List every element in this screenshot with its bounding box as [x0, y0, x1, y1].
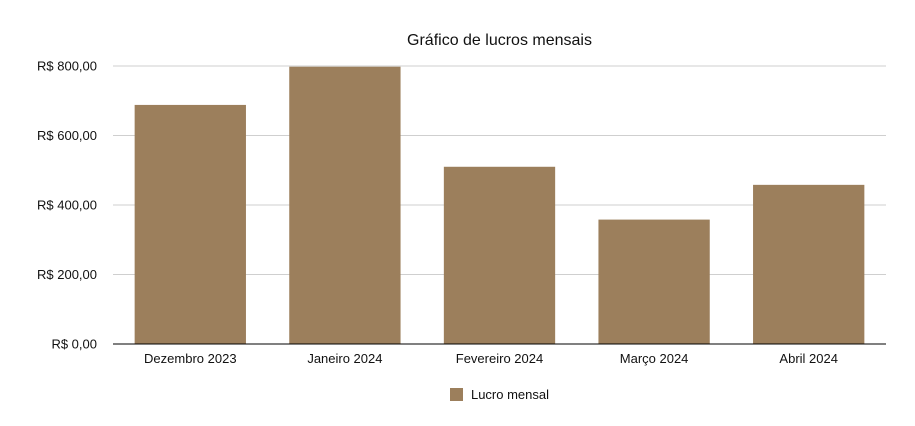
legend: Lucro mensal: [2, 387, 915, 402]
bar: [753, 184, 865, 344]
x-tick-label: Abril 2024: [779, 351, 838, 366]
y-tick-label: R$ 600,00: [37, 128, 97, 143]
legend-label: Lucro mensal: [470, 387, 550, 402]
bar: [443, 166, 556, 344]
bar: [289, 66, 401, 344]
bars: [134, 66, 865, 344]
bar: [134, 104, 246, 344]
chart-title: Gráfico de lucros mensais: [407, 32, 592, 49]
x-tick-label: Dezembro 2023: [144, 351, 237, 366]
legend-swatch: [449, 388, 463, 401]
x-tick-label: Fevereiro 2024: [456, 351, 543, 366]
x-axis-tick-labels: Dezembro 2023 Janeiro 2024 Fevereiro 2024 M…: [144, 351, 838, 366]
y-tick-label: R$ 0,00: [51, 337, 97, 352]
y-tick-label: R$ 200,00: [37, 267, 97, 282]
x-tick-label: Janeiro 2024: [307, 351, 382, 366]
x-tick-label: Março 2024: [620, 351, 689, 366]
y-tick-label: R$ 800,00: [37, 59, 97, 74]
y-tick-label: R$ 400,00: [37, 198, 97, 213]
bar: [598, 219, 710, 344]
y-axis-tick-labels: R$ 0,00 R$ 200,00 R$ 400,00 R$ 600,00 R$ 800…: [37, 59, 97, 352]
